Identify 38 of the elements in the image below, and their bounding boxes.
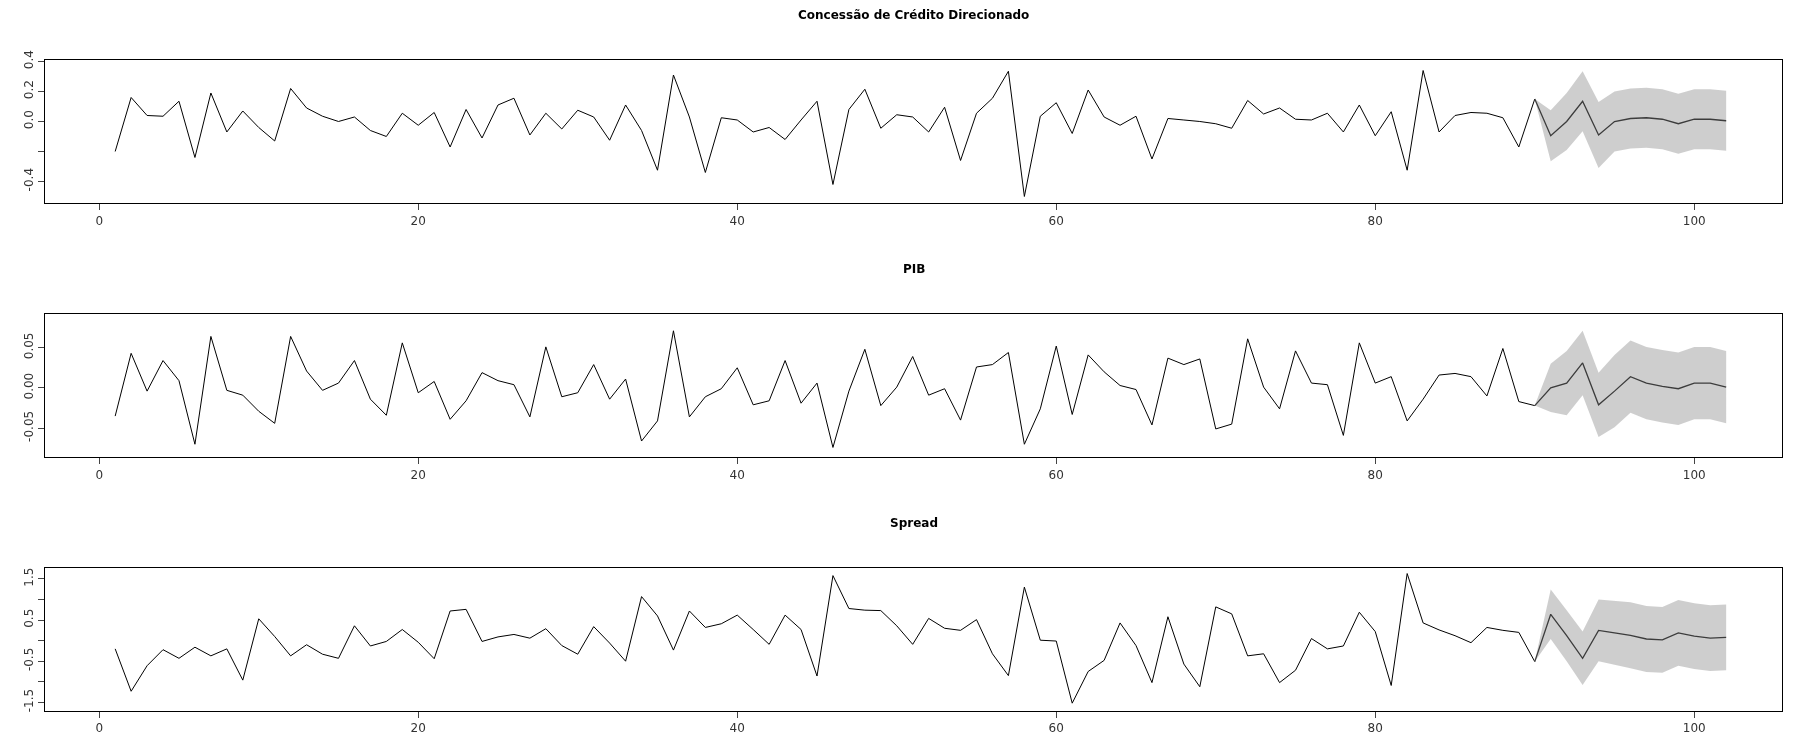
x-tick-label: 80 (1367, 213, 1383, 228)
x-tick-label: 100 (1682, 721, 1706, 736)
x-tick-label: 80 (1367, 721, 1383, 736)
x-tick-label: 80 (1367, 467, 1383, 482)
line-series (1534, 613, 1727, 663)
y-tick-label: 1.5 (22, 567, 37, 587)
x-tick-label: 0 (95, 467, 104, 482)
y-tick-label: 0.5 (22, 608, 37, 628)
x-tick-label: 20 (410, 213, 426, 228)
y-tick-label: 0.05 (22, 332, 37, 360)
x-tick-label: 0 (95, 213, 104, 228)
x-tick-label: 40 (729, 467, 745, 482)
y-tick-label: -0.5 (22, 647, 37, 672)
y-tick-label: -0.4 (22, 167, 37, 192)
line-series (114, 70, 1536, 197)
x-tick-label: 40 (729, 213, 745, 228)
x-tick-label: 60 (1048, 467, 1064, 482)
line-series (114, 330, 1536, 448)
y-tick-label: -1.5 (22, 688, 37, 713)
x-tick-label: 60 (1048, 213, 1064, 228)
chart-title: PIB (903, 262, 926, 276)
y-tick-label: -0.05 (22, 410, 37, 442)
chart-title: Spread (890, 516, 938, 530)
line-series (1534, 362, 1727, 407)
x-tick-label: 20 (410, 721, 426, 736)
x-tick-label: 20 (410, 467, 426, 482)
line-series (114, 573, 1536, 704)
x-tick-label: 100 (1682, 467, 1706, 482)
y-tick-label: 0.2 (22, 80, 37, 100)
y-tick-label: 0.00 (22, 372, 37, 400)
x-tick-label: 100 (1682, 213, 1706, 228)
x-tick-label: 0 (95, 721, 104, 736)
y-tick-label: 0.4 (22, 50, 37, 70)
x-tick-label: 60 (1048, 721, 1064, 736)
line-series (1534, 98, 1727, 137)
x-tick-label: 40 (729, 721, 745, 736)
y-tick-label: 0.0 (22, 110, 37, 130)
chart-title: Concessão de Crédito Direcionado (798, 8, 1030, 22)
